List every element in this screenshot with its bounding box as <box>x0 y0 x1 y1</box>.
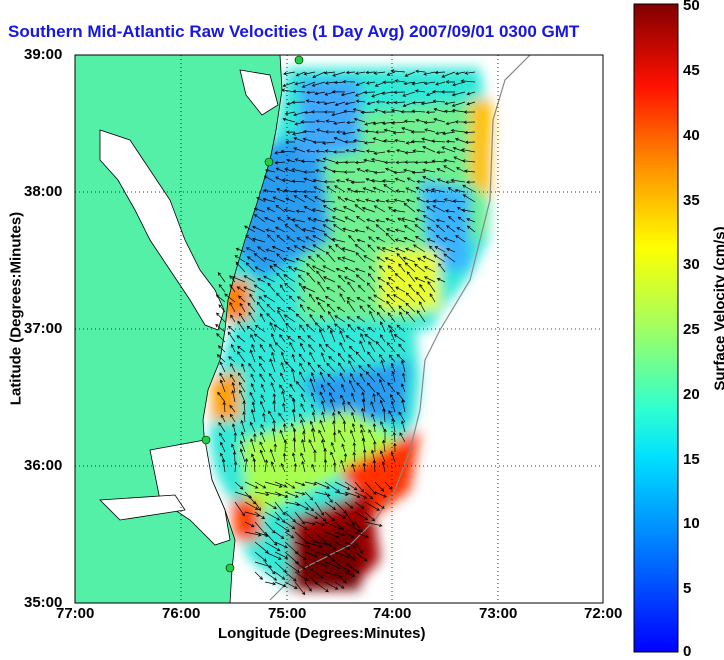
y-tick-label: 38:00 <box>24 183 62 200</box>
colorbar-tick-label: 0 <box>683 643 691 660</box>
colorbar-tick-label: 20 <box>683 386 700 403</box>
colorbar-tick-label: 50 <box>683 0 700 14</box>
y-tick-label: 37:00 <box>24 320 62 337</box>
colorbar-tick-label: 10 <box>683 515 700 532</box>
colorbar-tick-label: 5 <box>683 580 691 597</box>
colorbar-tick-label: 45 <box>683 62 700 79</box>
colorbar-tick-label: 40 <box>683 127 700 144</box>
y-tick-label: 35:00 <box>24 594 62 611</box>
x-tick-label: 75:00 <box>268 605 306 622</box>
x-tick-label: 73:00 <box>479 605 517 622</box>
y-axis-label: Latitude (Degrees:Minutes) <box>8 209 25 409</box>
colorbar-label: Surface Velocity (cm/s) <box>712 199 724 419</box>
colorbar <box>634 4 678 652</box>
colorbar-tick-label: 30 <box>683 256 700 273</box>
colorbar-tick-label: 35 <box>683 192 700 209</box>
y-tick-label: 36:00 <box>24 457 62 474</box>
radar-site-marker <box>226 564 234 572</box>
radar-site-marker <box>295 56 303 64</box>
x-tick-label: 74:00 <box>373 605 411 622</box>
x-tick-label: 72:00 <box>584 605 622 622</box>
colorbar-tick-label: 25 <box>683 321 700 338</box>
y-tick-label: 39:00 <box>24 46 62 63</box>
x-tick-label: 76:00 <box>162 605 200 622</box>
x-axis-label: Longitude (Degrees:Minutes) <box>218 625 426 642</box>
colorbar-tick-label: 15 <box>683 451 700 468</box>
radar-site-marker <box>202 436 210 444</box>
radar-site-marker <box>265 158 273 166</box>
